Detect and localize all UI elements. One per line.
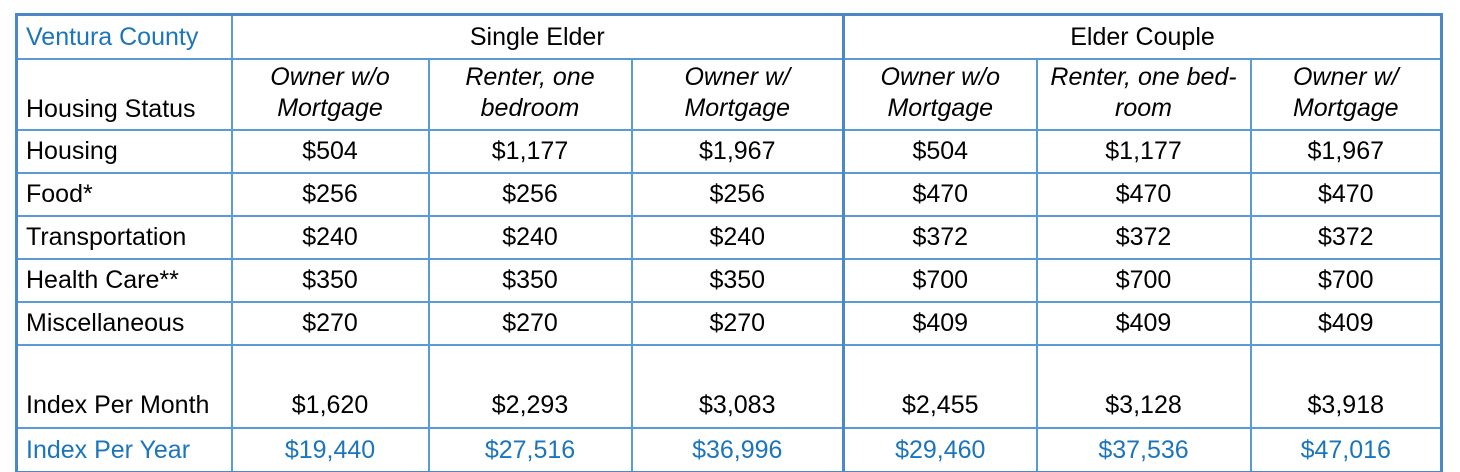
table-row-transportation: Transportation $240 $240 $240 $372 $372 …: [15, 215, 1443, 260]
cell-value: $240: [230, 215, 430, 260]
col-header-line: Owner w/: [1292, 63, 1399, 91]
col-header-line: Owner w/: [684, 63, 791, 91]
col-header-ec-renter-one-bedroom: Renter, one bed- room: [1035, 58, 1252, 131]
col-header-line: Owner w/o: [880, 63, 1000, 91]
cell-value: $372: [842, 215, 1038, 260]
cell-value: $27,516: [427, 427, 633, 472]
cell-value: $240: [630, 215, 845, 260]
cell-value: $240: [427, 215, 633, 260]
cell-value: $1,967: [630, 129, 845, 174]
cell-value: $372: [1249, 215, 1443, 260]
cell-value: $1,967: [1249, 129, 1443, 174]
table-row-index-per-month: Index Per Month $1,620 $2,293 $3,083 $2,…: [15, 344, 1443, 429]
cell-value: $256: [630, 172, 845, 217]
cell-value: $409: [1035, 301, 1252, 346]
row-label: Index Per Month: [15, 344, 233, 429]
cell-value: $470: [1249, 172, 1443, 217]
row-label: Food*: [15, 172, 233, 217]
col-header-line: room: [1115, 94, 1172, 122]
cell-value: $270: [230, 301, 430, 346]
col-header-line: Mortgage: [1292, 94, 1399, 122]
cell-value: $19,440: [230, 427, 430, 472]
col-header-line: bedroom: [480, 94, 580, 122]
cell-value: $256: [230, 172, 430, 217]
cell-value: $1,620: [230, 344, 430, 429]
cell-value: $372: [1035, 215, 1252, 260]
col-header-line: Mortgage: [277, 94, 383, 122]
cell-value: $409: [1249, 301, 1443, 346]
cell-value: $29,460: [842, 427, 1038, 472]
col-header-line: Owner w/o: [270, 63, 390, 91]
cell-value: $36,996: [630, 427, 845, 472]
cell-value: $470: [842, 172, 1038, 217]
elder-index-table: Ventura County Single Elder Elder Couple…: [15, 13, 1444, 472]
group-header-single-elder: Single Elder: [230, 13, 845, 60]
row-label: Housing: [15, 129, 233, 174]
cell-value: $256: [427, 172, 633, 217]
cell-value: $700: [1035, 258, 1252, 303]
cell-value: $1,177: [427, 129, 633, 174]
cell-value: $2,293: [427, 344, 633, 429]
table-row-food: Food* $256 $256 $256 $470 $470 $470: [15, 172, 1443, 217]
col-header-se-owner-wo-mortgage: Owner w/o Mortgage: [230, 58, 430, 131]
cell-value: $1,177: [1035, 129, 1252, 174]
row-label: Index Per Year: [15, 427, 233, 472]
col-header-line: Mortgage: [887, 94, 994, 122]
row-label: Miscellaneous: [15, 301, 233, 346]
col-header-ec-owner-w-mortgage: Owner w/ Mortgage: [1249, 58, 1443, 131]
row-label: Transportation: [15, 215, 233, 260]
group-header-elder-couple: Elder Couple: [842, 13, 1443, 60]
title-row: Ventura County Single Elder Elder Couple: [15, 13, 1443, 60]
cell-value: $409: [842, 301, 1038, 346]
cell-value: $3,083: [630, 344, 845, 429]
cell-value: $700: [1249, 258, 1443, 303]
cell-value: $270: [630, 301, 845, 346]
cell-value: $470: [1035, 172, 1252, 217]
cell-value: $504: [842, 129, 1038, 174]
col-header-line: Renter, one: [465, 63, 595, 91]
cell-value: $700: [842, 258, 1038, 303]
cell-value: $350: [427, 258, 633, 303]
column-header-row: Housing Status Owner w/o Mortgage Renter…: [15, 58, 1443, 131]
col-header-se-renter-one-bedroom: Renter, one bedroom: [427, 58, 633, 131]
col-header-line: Mortgage: [684, 94, 791, 122]
cell-value: $504: [230, 129, 430, 174]
cell-value: $37,536: [1035, 427, 1252, 472]
table-row-miscellaneous: Miscellaneous $270 $270 $270 $409 $409 $…: [15, 301, 1443, 346]
cell-value: $350: [230, 258, 430, 303]
table-row-health-care: Health Care** $350 $350 $350 $700 $700 $…: [15, 258, 1443, 303]
housing-status-header: Housing Status: [15, 58, 233, 131]
cell-value: $350: [630, 258, 845, 303]
col-header-line: Renter, one bed-: [1050, 63, 1237, 91]
cell-value: $3,918: [1249, 344, 1443, 429]
cell-value: $2,455: [842, 344, 1038, 429]
cell-value: $3,128: [1035, 344, 1252, 429]
row-label: Health Care**: [15, 258, 233, 303]
col-header-ec-owner-wo-mortgage: Owner w/o Mortgage: [842, 58, 1038, 131]
cell-value: $270: [427, 301, 633, 346]
table-row-index-per-year: Index Per Year $19,440 $27,516 $36,996 $…: [15, 427, 1443, 472]
table-row-housing: Housing $504 $1,177 $1,967 $504 $1,177 $…: [15, 129, 1443, 174]
cell-value: $47,016: [1249, 427, 1443, 472]
col-header-se-owner-w-mortgage: Owner w/ Mortgage: [630, 58, 845, 131]
county-title: Ventura County: [15, 13, 233, 60]
